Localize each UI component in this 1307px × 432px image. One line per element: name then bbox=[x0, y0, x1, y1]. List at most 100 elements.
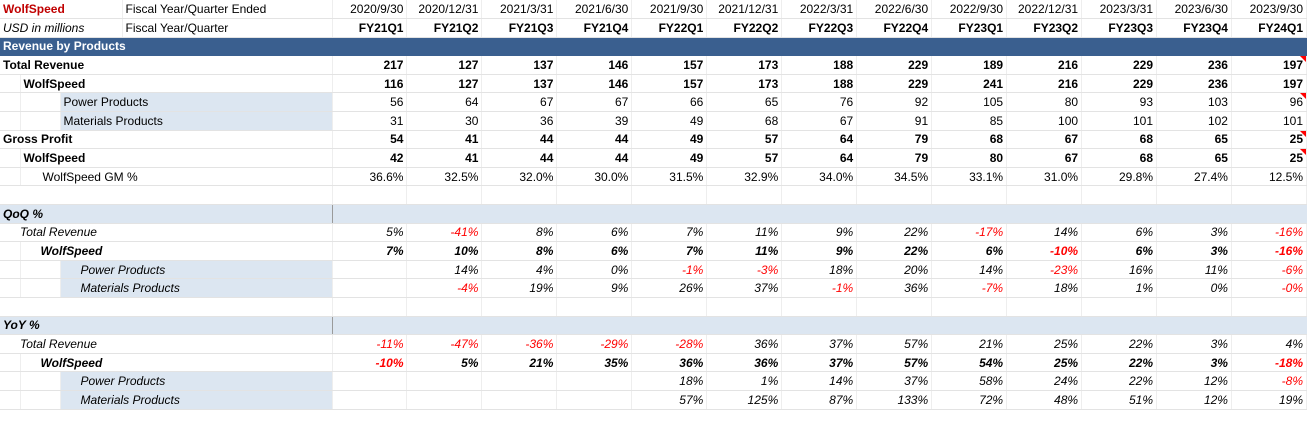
blank-cell[interactable] bbox=[856, 297, 933, 317]
value-cell[interactable]: 64 bbox=[406, 92, 483, 113]
value-cell[interactable]: 32.9% bbox=[706, 167, 783, 187]
blank-cell[interactable] bbox=[706, 297, 783, 317]
value-cell[interactable]: 11% bbox=[1156, 260, 1232, 280]
value-cell[interactable]: 25% bbox=[1006, 353, 1083, 373]
value-cell[interactable]: 67 bbox=[556, 92, 633, 113]
section-fill-cell[interactable] bbox=[1006, 37, 1082, 57]
value-cell[interactable]: 85 bbox=[931, 111, 1008, 131]
value-cell[interactable]: 157 bbox=[631, 55, 708, 75]
value-cell[interactable]: 34.5% bbox=[856, 167, 933, 187]
value-cell[interactable]: 236 bbox=[1156, 74, 1232, 94]
section-fill-cell[interactable] bbox=[1156, 204, 1232, 224]
value-cell[interactable]: 39 bbox=[556, 111, 633, 131]
value-cell[interactable]: 3% bbox=[1156, 353, 1232, 373]
value-cell[interactable] bbox=[332, 278, 408, 298]
value-cell[interactable]: 67 bbox=[781, 111, 858, 131]
value-cell[interactable]: 36% bbox=[856, 278, 933, 298]
row-label[interactable]: Power Products bbox=[60, 371, 333, 391]
value-cell[interactable]: -36% bbox=[481, 334, 558, 354]
indent-cell[interactable] bbox=[0, 353, 21, 373]
section-fill-cell[interactable] bbox=[332, 204, 407, 224]
value-cell[interactable]: 36% bbox=[631, 353, 708, 373]
value-cell[interactable]: 76 bbox=[781, 92, 858, 113]
value-cell[interactable]: 65 bbox=[706, 92, 783, 113]
indent-cell[interactable] bbox=[20, 260, 61, 280]
value-cell[interactable]: 37% bbox=[706, 278, 783, 298]
value-cell[interactable]: 137 bbox=[481, 74, 558, 94]
section-fill-cell[interactable] bbox=[706, 204, 782, 224]
value-cell[interactable]: 67 bbox=[481, 92, 558, 113]
row-label[interactable]: WolfSpeed bbox=[20, 241, 333, 261]
blank-cell[interactable] bbox=[631, 297, 708, 317]
section-fill-cell[interactable] bbox=[631, 37, 707, 57]
value-cell[interactable]: 197 bbox=[1231, 55, 1307, 75]
value-cell[interactable]: 93 bbox=[1081, 92, 1158, 113]
value-cell[interactable]: 37% bbox=[856, 371, 933, 391]
value-cell[interactable]: 25 bbox=[1231, 148, 1307, 168]
value-cell[interactable]: 57% bbox=[631, 390, 708, 410]
value-cell[interactable]: 101 bbox=[1231, 111, 1307, 131]
value-cell[interactable]: 58% bbox=[931, 371, 1008, 391]
value-cell[interactable]: 36% bbox=[706, 334, 783, 354]
value-cell[interactable]: -3% bbox=[706, 260, 783, 280]
value-cell[interactable]: 14% bbox=[1006, 223, 1083, 243]
indent-cell[interactable] bbox=[0, 92, 21, 113]
value-cell[interactable]: 229 bbox=[1081, 55, 1158, 75]
blank-cell[interactable] bbox=[1231, 297, 1307, 317]
value-cell[interactable]: 173 bbox=[706, 74, 783, 94]
value-cell[interactable]: 34.0% bbox=[781, 167, 858, 187]
section-fill-cell[interactable] bbox=[931, 37, 1007, 57]
indent-cell[interactable] bbox=[20, 390, 61, 410]
value-cell[interactable]: 6% bbox=[556, 223, 633, 243]
section-fill-cell[interactable] bbox=[406, 204, 482, 224]
value-cell[interactable]: 36 bbox=[481, 111, 558, 131]
value-cell[interactable]: 102 bbox=[1156, 111, 1232, 131]
value-cell[interactable]: 25 bbox=[1231, 130, 1307, 150]
section-fill-cell[interactable] bbox=[856, 316, 932, 336]
section-fill-cell[interactable] bbox=[1081, 37, 1157, 57]
value-cell[interactable]: -17% bbox=[931, 223, 1008, 243]
blank-cell[interactable] bbox=[1081, 297, 1158, 317]
value-cell[interactable]: 137 bbox=[481, 55, 558, 75]
value-cell[interactable]: 22% bbox=[1081, 371, 1158, 391]
indent-cell[interactable] bbox=[0, 241, 21, 261]
period-date-cell[interactable]: 2022/12/31 bbox=[1006, 0, 1083, 20]
section-fill-cell[interactable] bbox=[1081, 316, 1157, 336]
blank-cell[interactable] bbox=[406, 185, 483, 206]
section-fill-cell[interactable] bbox=[332, 316, 407, 336]
row-label[interactable]: Gross Profit bbox=[0, 130, 333, 150]
section-fill-cell[interactable] bbox=[1006, 316, 1082, 336]
indent-cell[interactable] bbox=[20, 92, 61, 113]
section-fill-cell[interactable] bbox=[781, 37, 857, 57]
value-cell[interactable]: 105 bbox=[931, 92, 1008, 113]
value-cell[interactable]: 79 bbox=[856, 130, 933, 150]
value-cell[interactable]: 36.6% bbox=[332, 167, 408, 187]
section-fill-cell[interactable] bbox=[631, 316, 707, 336]
value-cell[interactable]: 41 bbox=[406, 148, 483, 168]
value-cell[interactable]: 87% bbox=[781, 390, 858, 410]
row-label[interactable]: Total Revenue bbox=[0, 223, 333, 243]
value-cell[interactable] bbox=[332, 371, 408, 391]
value-cell[interactable]: 216 bbox=[1006, 55, 1083, 75]
blank-cell[interactable] bbox=[1156, 185, 1232, 206]
value-cell[interactable]: 11% bbox=[706, 223, 783, 243]
value-cell[interactable]: 24% bbox=[1006, 371, 1083, 391]
blank-cell[interactable] bbox=[706, 185, 783, 206]
value-cell[interactable]: 3% bbox=[1156, 223, 1232, 243]
value-cell[interactable]: 236 bbox=[1156, 55, 1232, 75]
value-cell[interactable]: 103 bbox=[1156, 92, 1232, 113]
row-label[interactable]: Materials Products bbox=[60, 111, 333, 131]
period-date-cell[interactable]: 2022/6/30 bbox=[856, 0, 933, 20]
value-cell[interactable]: 127 bbox=[406, 55, 483, 75]
value-cell[interactable]: 6% bbox=[1081, 223, 1158, 243]
period-date-cell[interactable]: 2023/6/30 bbox=[1156, 0, 1232, 20]
value-cell[interactable]: 133% bbox=[856, 390, 933, 410]
period-date-cell[interactable]: 2021/6/30 bbox=[556, 0, 633, 20]
value-cell[interactable]: 116 bbox=[332, 74, 408, 94]
value-cell[interactable] bbox=[332, 260, 408, 280]
value-cell[interactable]: 29.8% bbox=[1081, 167, 1158, 187]
blank-cell[interactable] bbox=[631, 185, 708, 206]
value-cell[interactable]: 5% bbox=[332, 223, 408, 243]
blank-cell[interactable] bbox=[1231, 185, 1307, 206]
blank-cell[interactable] bbox=[1006, 185, 1083, 206]
